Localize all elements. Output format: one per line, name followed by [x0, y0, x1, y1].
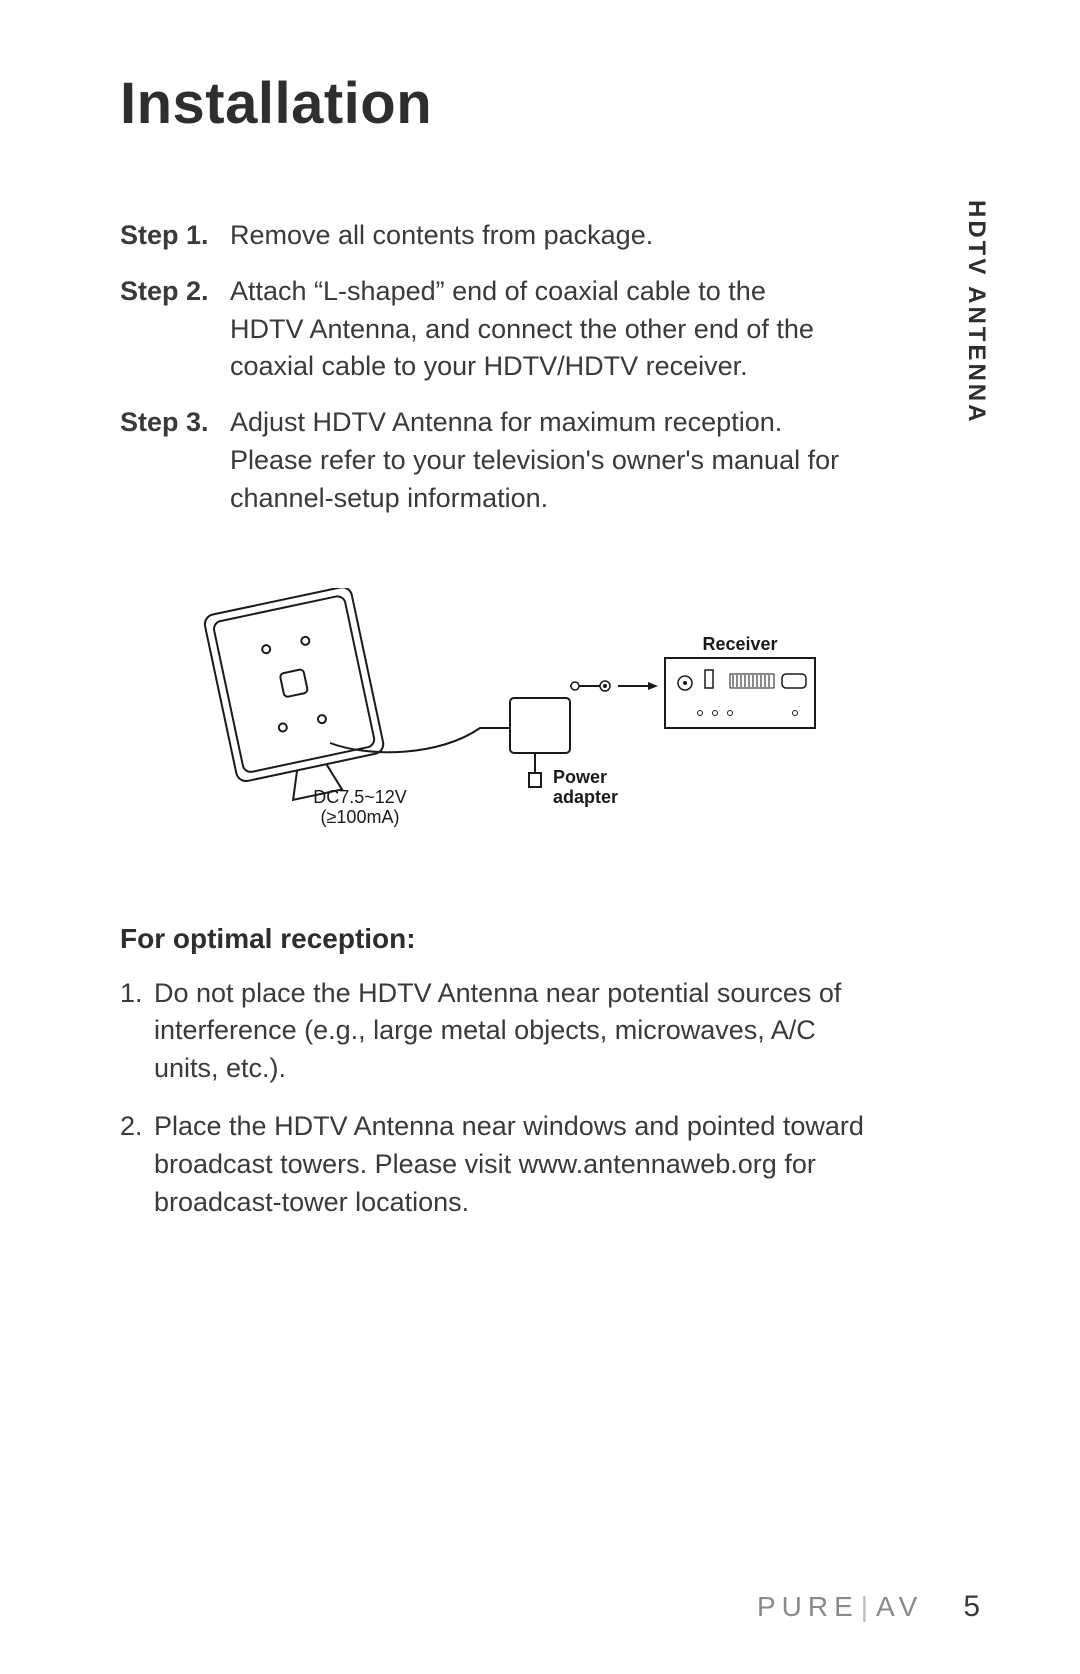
brand-logo: PURE | AV — [757, 1591, 923, 1623]
step-text: Attach “L-shaped” end of coaxial cable t… — [230, 273, 840, 386]
logo-part-2: AV — [876, 1591, 923, 1623]
wiring-diagram: Receiver Power adapter DC7.5~12V (≥100mA… — [180, 588, 820, 838]
step-label: Step 2. — [120, 273, 230, 311]
step-label: Step 3. — [120, 404, 230, 442]
tip-row: 1. Do not place the HDTV Antenna near po… — [120, 975, 880, 1088]
installation-steps: Step 1. Remove all contents from package… — [120, 217, 840, 518]
step-text: Adjust HDTV Antenna for maximum receptio… — [230, 404, 840, 517]
step-row: Step 2. Attach “L-shaped” end of coaxial… — [120, 273, 840, 386]
page-footer: PURE | AV 5 — [757, 1590, 980, 1624]
optimal-reception-heading: For optimal reception: — [120, 923, 980, 955]
diagram-receiver-label: Receiver — [702, 634, 777, 654]
tip-text: Place the HDTV Antenna near windows and … — [154, 1108, 880, 1221]
tip-row: 2. Place the HDTV Antenna near windows a… — [120, 1108, 880, 1221]
logo-separator-icon: | — [861, 1591, 874, 1623]
diagram-dc-label-2: (≥100mA) — [321, 807, 400, 827]
page-number: 5 — [963, 1590, 980, 1624]
diagram-dc-label-1: DC7.5~12V — [313, 787, 407, 807]
step-row: Step 1. Remove all contents from package… — [120, 217, 840, 255]
diagram-power-label-1: Power — [553, 767, 607, 787]
tip-number: 1. — [120, 975, 154, 1013]
logo-part-1: PURE — [757, 1591, 859, 1623]
page-title: Installation — [120, 70, 980, 137]
manual-page: Installation HDTV ANTENNA Step 1. Remove… — [0, 0, 1080, 1674]
vertical-section-label: HDTV ANTENNA — [962, 200, 990, 424]
diagram-power-label-2: adapter — [553, 787, 618, 807]
step-label: Step 1. — [120, 217, 230, 255]
tip-number: 2. — [120, 1108, 154, 1146]
reception-tips: 1. Do not place the HDTV Antenna near po… — [120, 975, 880, 1222]
tip-text: Do not place the HDTV Antenna near poten… — [154, 975, 880, 1088]
step-text: Remove all contents from package. — [230, 217, 840, 255]
step-row: Step 3. Adjust HDTV Antenna for maximum … — [120, 404, 840, 517]
